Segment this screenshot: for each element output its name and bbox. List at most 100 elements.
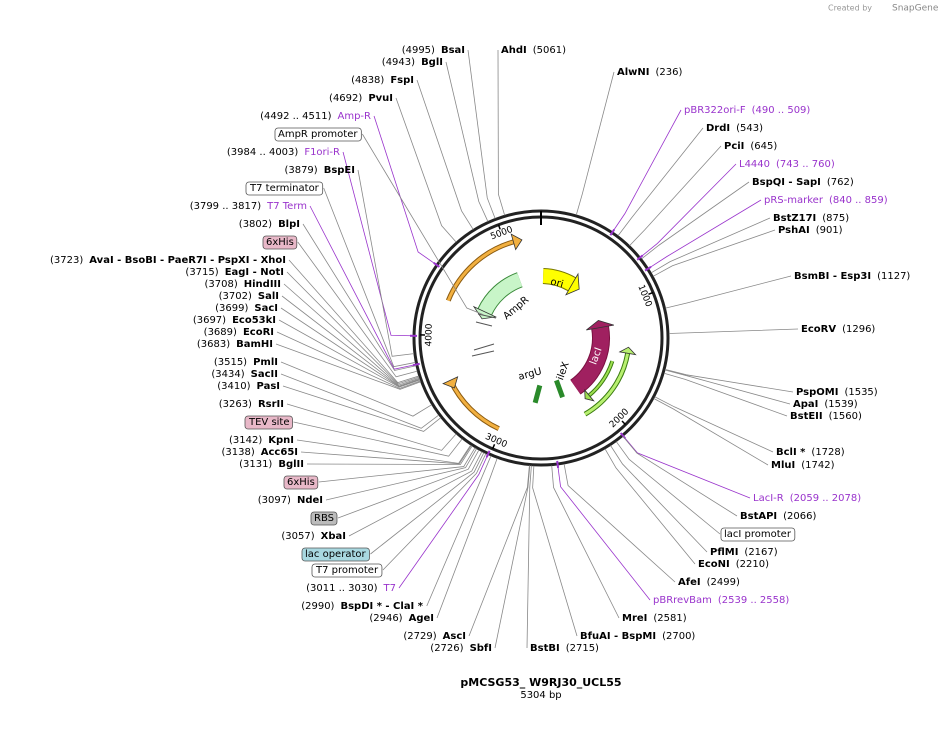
map-label: (3802) BlpI [239, 219, 300, 230]
label-name: lac operator [305, 549, 366, 560]
label-name: T7 [383, 583, 396, 594]
leader-line [288, 259, 419, 384]
map-label: (4692) PvuI [329, 93, 393, 104]
leader-line [650, 217, 771, 274]
map-label: (3723) AvaI - BsoBI - PaeR7I - PspXI - Xh… [50, 255, 286, 266]
label-position: (2059 .. 2078) [790, 493, 862, 504]
leader-line [348, 451, 483, 537]
leader-line [283, 283, 420, 386]
map-label: (3708) HindIII [204, 279, 281, 290]
map-label: EcoRV (1296) [801, 324, 875, 335]
leader-line [664, 369, 791, 405]
label-position: (3057) [281, 531, 314, 542]
map-label: (2946) AgeI [369, 613, 434, 624]
label-position: (3802) [239, 219, 272, 230]
label-position: (2167) [744, 547, 777, 558]
map-label: TEV site [248, 417, 290, 428]
feature-box [245, 181, 324, 196]
brand[interactable]: SnapGene [892, 4, 939, 14]
label-name: AscI [443, 631, 466, 642]
map-label: (3142) KpnI [229, 435, 294, 446]
label-name: EagI - NotI [225, 267, 284, 278]
label-position: (840 .. 859) [829, 195, 888, 206]
label-name: BstZ17I [773, 213, 816, 224]
leader-line [373, 115, 437, 265]
label-position: (3697) [193, 315, 226, 326]
credit: Created by [828, 4, 872, 13]
label-position: (2946) [369, 613, 402, 624]
map-label: (3799 .. 3817) T7 Term [190, 201, 307, 212]
leader-line [610, 445, 708, 553]
leader-line [640, 163, 737, 258]
leader-line [468, 465, 530, 637]
label-name: KpnI [268, 435, 294, 446]
label-name: PshAI [778, 225, 810, 236]
leader-line [663, 372, 788, 417]
label-name: ApaI [793, 399, 818, 410]
label-name: BglII [278, 459, 304, 470]
feature-box [283, 475, 319, 490]
map-label: AlwNI (236) [617, 67, 682, 78]
label-name: BspDI * - ClaI * [340, 601, 423, 612]
map-label: PciI (645) [724, 141, 777, 152]
map-label: AfeI (2499) [678, 577, 740, 588]
label-position: (1728) [811, 447, 844, 458]
map-label: (3515) PmlI [214, 357, 278, 368]
ring-tick-label: 4000 [424, 323, 435, 346]
label-position: (2539 .. 2558) [718, 595, 790, 606]
label-name: PflMI [710, 547, 738, 558]
label-position: (2729) [403, 631, 436, 642]
leader-line [395, 97, 457, 243]
ring-tick [648, 291, 654, 296]
leader-line [306, 445, 473, 465]
label-position: (3434) [211, 369, 244, 380]
label-position: (2210) [736, 559, 769, 570]
map-label: (2726) SbfI [430, 643, 492, 654]
label-position: (1296) [842, 324, 875, 335]
green-head [618, 346, 637, 356]
leader-line [278, 319, 421, 388]
feature-label: ileX [555, 360, 572, 381]
ring-outer [412, 209, 670, 467]
label-position: (3715) [185, 267, 218, 278]
label-name: AvaI - BsoBI - PaeR7I - PspXI - XhoI [89, 255, 286, 266]
label-name: BlpI [278, 219, 300, 230]
map-label: (3138) Acc65I [222, 447, 299, 458]
feature-box [720, 527, 796, 542]
label-name: pRS-marker [764, 195, 824, 206]
map-label: BfuAI - BspMI (2700) [580, 631, 695, 642]
label-position: (3799 .. 3817) [190, 201, 262, 212]
leader-line [398, 454, 489, 589]
label-name: Eco53kI [232, 315, 276, 326]
map-label: PflMI (2167) [710, 547, 778, 558]
leader-line [665, 275, 792, 309]
label-name: pBRrevBam [653, 595, 712, 606]
label-name: F1ori-R [304, 147, 340, 158]
label-position: (4492 .. 4511) [260, 111, 332, 122]
label-name: FspI [390, 75, 414, 86]
label-position: (4995) [402, 45, 435, 56]
label-position: (3723) [50, 255, 83, 266]
label-position: (2499) [707, 577, 740, 588]
label-position: (3689) [204, 327, 237, 338]
green2-head [584, 388, 595, 402]
label-name: lacI promoter [724, 529, 792, 540]
map-label: AhdI (5061) [501, 45, 566, 56]
feature-box [262, 235, 298, 250]
leader-line [664, 369, 794, 393]
leader-line [526, 465, 532, 649]
label-name: DrdI [706, 123, 730, 134]
map-label: (3410) PasI [217, 381, 280, 392]
map-label: pBRrevBam (2539 .. 2558) [653, 595, 789, 606]
label-position: (3131) [239, 459, 272, 470]
label-name: BclI * [776, 447, 806, 458]
map-label: PshAI (901) [778, 225, 843, 236]
label-name: Amp-R [338, 111, 372, 122]
leader-line [622, 436, 738, 517]
label-position: (3879) [284, 165, 317, 176]
label-name: BsmBI - Esp3I [794, 271, 871, 282]
map-label: 6xHis [287, 477, 315, 488]
map-label: BsmBI - Esp3I (1127) [794, 271, 910, 282]
map-label: L4440 (743 .. 760) [739, 159, 835, 170]
